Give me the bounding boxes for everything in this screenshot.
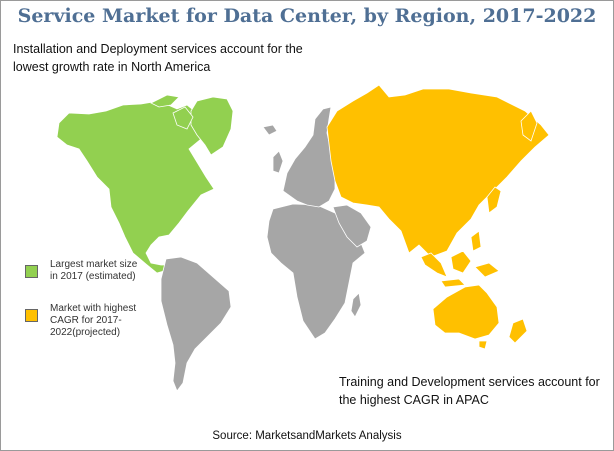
legend-label: Market with highest CAGR for 2017-2022(p… bbox=[50, 303, 137, 338]
map-title: Service Market for Data Center, by Regio… bbox=[17, 5, 597, 27]
apac-annotation: Training and Development services accoun… bbox=[339, 375, 600, 407]
north-america-annotation: Installation and Deployment services acc… bbox=[13, 42, 303, 74]
madagascar bbox=[350, 292, 362, 318]
legend-item-highest-cagr: Market with highest CAGR for 2017-2022(p… bbox=[25, 303, 140, 339]
legend-item-largest-market: Largest market size in 2017 (estimated) bbox=[25, 259, 140, 283]
legend-swatch-green bbox=[25, 265, 38, 278]
south-america bbox=[160, 256, 232, 392]
source-note: Source: MarketsandMarkets Analysis bbox=[212, 430, 402, 442]
north-america-mainland bbox=[56, 100, 215, 274]
greenland bbox=[190, 96, 234, 156]
new-zealand bbox=[508, 318, 528, 344]
other-regions bbox=[160, 106, 372, 392]
british-isles bbox=[272, 150, 284, 174]
tasmania bbox=[478, 340, 488, 350]
iceland bbox=[262, 124, 278, 136]
north-america-region bbox=[56, 94, 234, 274]
australia bbox=[432, 284, 500, 340]
legend-label: Largest market size in 2017 (estimated) bbox=[50, 259, 138, 282]
asia-mainland bbox=[326, 84, 550, 258]
borneo bbox=[450, 250, 472, 274]
japan bbox=[486, 186, 502, 214]
kamchatka bbox=[520, 110, 538, 142]
middle-east bbox=[332, 204, 372, 248]
java bbox=[440, 278, 466, 288]
sumatra bbox=[420, 252, 448, 278]
canadian-arctic-islands bbox=[150, 94, 180, 108]
new-guinea bbox=[474, 262, 500, 278]
europe bbox=[282, 106, 336, 208]
apac-region bbox=[326, 84, 550, 350]
legend-swatch-yellow bbox=[25, 309, 38, 322]
baffin-island bbox=[172, 106, 194, 130]
philippines bbox=[470, 230, 482, 252]
